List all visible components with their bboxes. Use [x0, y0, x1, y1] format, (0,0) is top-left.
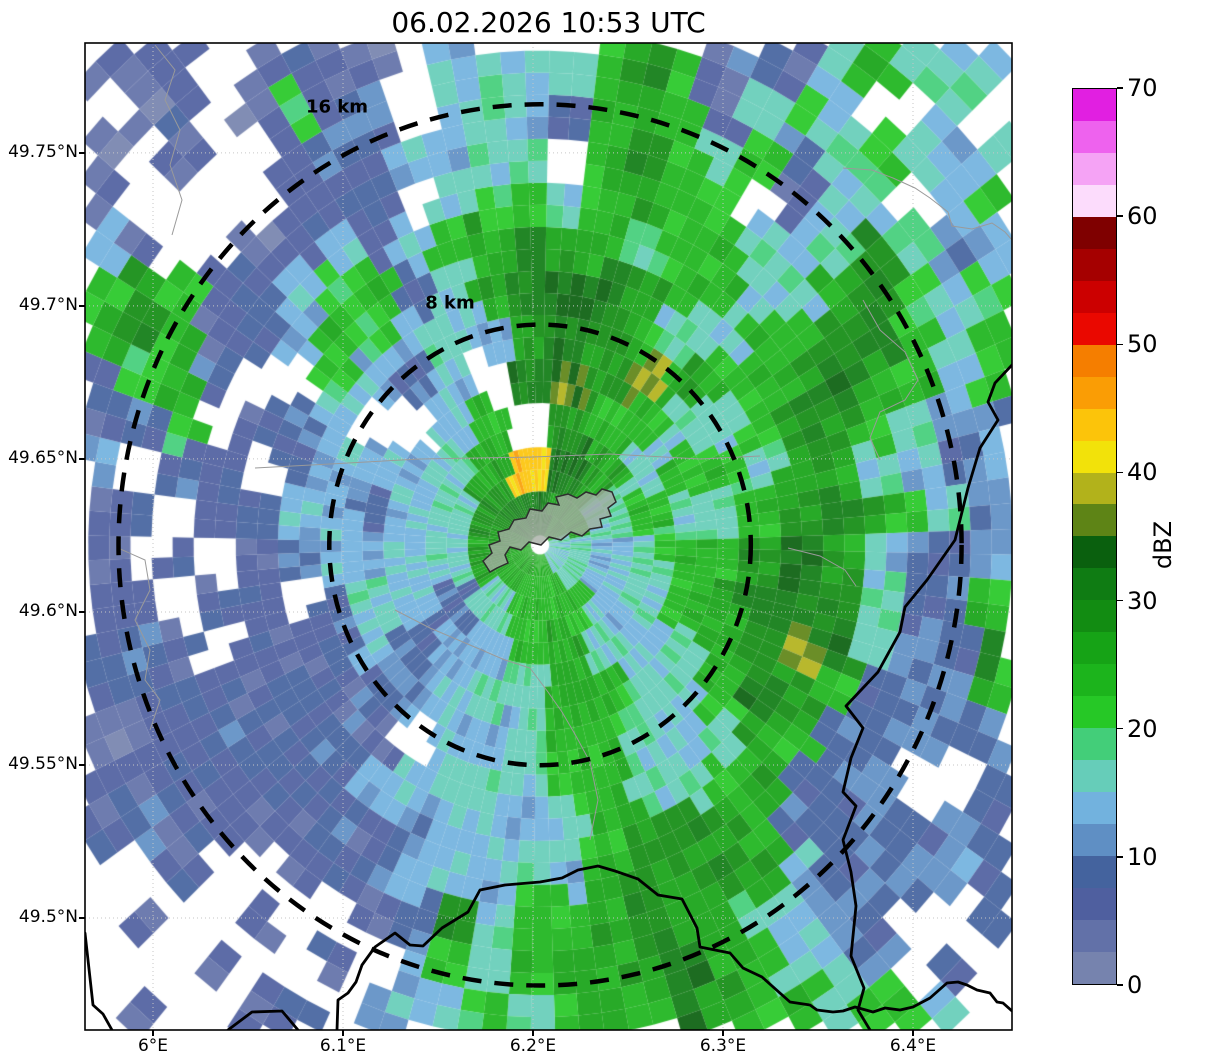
colorbar-tick-mark — [1117, 984, 1123, 986]
range-ring-label-8km: 8 km — [425, 292, 475, 314]
admin-river-line — [787, 547, 857, 587]
y-tick-label: 49.65°N — [8, 447, 78, 468]
admin-river-line — [154, 44, 183, 236]
y-tick-label: 49.6°N — [18, 600, 78, 621]
range-ring-label-16km: 16 km — [305, 96, 369, 118]
colorbar-tick-label: 50 — [1127, 330, 1158, 359]
country-border — [335, 864, 1012, 1030]
admin-river-line — [254, 453, 761, 469]
admin-river-line — [842, 167, 1012, 241]
colorbar-tick-mark — [1117, 215, 1123, 217]
colorbar-tick-mark — [1117, 471, 1123, 474]
colorbar-tick-mark — [1117, 856, 1123, 858]
y-tick-label: 49.55°N — [8, 753, 78, 774]
colorbar-tick-mark — [1117, 87, 1123, 89]
colorbar-segment — [1073, 856, 1116, 889]
y-tick-label: 49.75°N — [8, 141, 78, 162]
x-tick-mark — [912, 1030, 914, 1036]
colorbar-unit-label: dBZ — [1149, 520, 1177, 570]
colorbar-segment — [1073, 760, 1116, 793]
y-tick-mark — [79, 764, 85, 766]
country-border — [226, 1009, 300, 1030]
colorbar-segment — [1073, 184, 1116, 217]
range-ring-8km — [327, 322, 754, 768]
colorbar-tick-label: 0 — [1127, 971, 1143, 999]
colorbar-segment — [1073, 920, 1116, 953]
colorbar-tick-label: 30 — [1127, 586, 1158, 615]
colorbar-segment — [1073, 824, 1116, 857]
x-tick-mark — [152, 1030, 154, 1036]
colorbar-segment — [1073, 472, 1116, 505]
colorbar-segment — [1073, 568, 1116, 601]
admin-river-line — [117, 547, 161, 731]
colorbar-segment — [1073, 504, 1116, 537]
colorbar-segment — [1073, 440, 1116, 473]
y-tick-mark — [79, 917, 85, 919]
admin-river-line — [394, 609, 599, 841]
colorbar-segment — [1073, 312, 1116, 345]
x-tick-label: 6.3°E — [699, 1036, 747, 1056]
x-tick-label: 6.4°E — [889, 1036, 937, 1056]
colorbar-tick-mark — [1117, 343, 1123, 346]
colorbar-segment — [1073, 696, 1116, 729]
y-tick-label: 49.7°N — [18, 294, 78, 315]
colorbar-tick-label: 10 — [1127, 842, 1158, 871]
colorbar-segment — [1073, 88, 1116, 121]
colorbar-segment — [1073, 216, 1116, 249]
y-tick-mark — [79, 458, 85, 460]
range-ring-16km — [116, 102, 964, 988]
colorbar-segment — [1073, 280, 1116, 313]
plot-title: 06.02.2026 10:53 UTC — [391, 6, 706, 39]
colorbar-segment — [1073, 344, 1116, 377]
country-border — [841, 363, 1012, 1030]
colorbar-tick-label: 20 — [1127, 714, 1158, 743]
colorbar-segment — [1073, 248, 1116, 281]
colorbar-segment — [1073, 536, 1116, 569]
plot-frame — [84, 42, 1013, 1031]
country-border — [85, 931, 114, 1030]
city-outline — [482, 488, 617, 574]
colorbar-segment — [1073, 120, 1116, 153]
colorbar-tick-label: 70 — [1127, 74, 1158, 102]
x-tick-label: 6°E — [137, 1036, 169, 1056]
y-tick-mark — [79, 305, 85, 307]
colorbar-tick-label: 40 — [1127, 458, 1158, 487]
colorbar-tick-mark — [1117, 599, 1123, 602]
colorbar-segment — [1073, 728, 1116, 761]
colorbar-segment — [1073, 376, 1116, 409]
x-tick-mark — [532, 1030, 534, 1036]
colorbar-tick-label: 60 — [1127, 202, 1158, 231]
x-tick-label: 6.1°E — [319, 1036, 367, 1056]
colorbar-tick-mark — [1117, 727, 1123, 730]
colorbar-segment — [1073, 792, 1116, 825]
y-tick-mark — [79, 152, 85, 154]
colorbar-segment — [1073, 600, 1116, 633]
y-tick-label: 49.5°N — [18, 906, 78, 927]
colorbar-segment — [1073, 152, 1116, 185]
x-tick-mark — [342, 1030, 344, 1036]
colorbar-segment — [1073, 408, 1116, 441]
colorbar-segment — [1073, 632, 1116, 665]
colorbar-segment — [1073, 888, 1116, 921]
colorbar — [1072, 88, 1117, 985]
colorbar-segment — [1073, 664, 1116, 697]
y-tick-mark — [79, 611, 85, 613]
x-tick-label: 6.2°E — [509, 1036, 557, 1056]
colorbar-segment — [1073, 952, 1116, 984]
admin-river-line — [862, 299, 919, 461]
x-tick-mark — [722, 1030, 724, 1036]
